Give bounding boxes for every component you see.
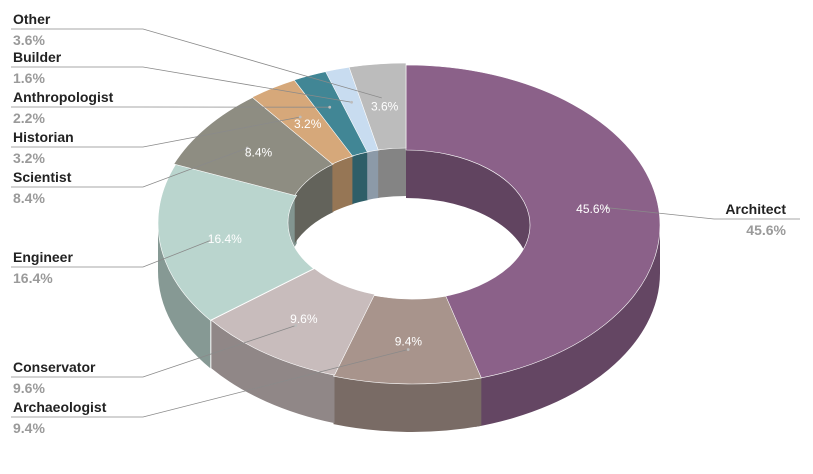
category-label-historian: Historian	[13, 129, 74, 145]
leader-line-other	[11, 28, 384, 99]
inner-wall-other	[378, 148, 406, 198]
leader-line-conservator	[11, 325, 296, 378]
slice-label-scientist: 8.4%	[245, 146, 273, 160]
leader-dot-scientist	[245, 146, 249, 150]
category-label-archaeologist: Archaeologist	[13, 399, 107, 415]
category-label-architect: Architect	[725, 201, 786, 217]
percent-label-historian: 3.2%	[13, 150, 45, 166]
leader-dot-engineer	[209, 238, 213, 242]
percent-label-architect: 45.6%	[746, 222, 786, 238]
slice-label-historian: 3.2%	[294, 117, 322, 131]
percent-label-builder: 1.6%	[13, 70, 45, 86]
slice-other	[348, 62, 407, 151]
percent-label-conservator: 9.6%	[13, 380, 45, 396]
outer-wall-engineer	[158, 223, 211, 369]
leader-dot-builder	[350, 100, 353, 104]
leader-dot-architect	[605, 206, 609, 210]
percent-label-anthropologist: 2.2%	[13, 110, 45, 126]
leader-line-builder	[11, 66, 352, 103]
leader-line-historian	[11, 116, 301, 148]
slice-label-architect: 45.6%	[576, 202, 610, 216]
category-label-engineer: Engineer	[13, 249, 73, 265]
leader-dot-conservator	[294, 324, 298, 327]
chart-walls	[158, 148, 660, 433]
chart-callout-labels: Architect 45.6% Archaeologist 9.4% Conservat…	[13, 11, 787, 436]
category-label-scientist: Scientist	[13, 169, 72, 185]
category-label-other: Other	[13, 11, 51, 27]
leader-line-engineer	[11, 239, 212, 268]
outer-wall-archaeologist	[333, 376, 482, 433]
chart-top-faces	[157, 62, 661, 385]
slice-engineer	[157, 163, 315, 321]
inner-wall-builder	[367, 149, 380, 200]
inner-wall-architect	[406, 150, 530, 273]
category-label-builder: Builder	[13, 49, 62, 65]
outer-wall-conservator	[211, 320, 335, 424]
slice-conservator	[210, 268, 376, 376]
category-label-anthropologist: Anthropologist	[13, 89, 114, 105]
leader-line-architect	[607, 207, 800, 220]
outer-wall-architect	[475, 225, 660, 427]
category-label-conservator: Conservator	[13, 359, 96, 375]
percent-label-engineer: 16.4%	[13, 270, 53, 286]
slice-label-other: 3.6%	[371, 99, 399, 113]
leader-dot-other	[381, 96, 385, 100]
slice-label-engineer: 16.4%	[208, 232, 242, 246]
slice-label-archaeologist: 9.4%	[395, 334, 423, 348]
slice-label-conservator: 9.6%	[290, 312, 318, 326]
chart-slice-labels: 45.6% 9.4% 9.6% 16.4% 8.4% 3.2% 3.6%	[208, 99, 611, 348]
leader-dot-historian	[298, 115, 302, 119]
inner-wall-historian	[332, 155, 354, 213]
slice-archaeologist	[333, 294, 482, 385]
percent-label-archaeologist: 9.4%	[13, 420, 45, 436]
leader-line-scientist	[11, 147, 248, 188]
leader-dot-anthropologist	[328, 105, 332, 109]
leader-dot-archaeologist	[406, 348, 410, 351]
slice-architect	[405, 64, 661, 380]
leader-line-archaeologist	[11, 349, 409, 418]
percent-label-other: 3.6%	[13, 32, 45, 48]
chart-leader-lines	[11, 28, 800, 418]
percent-label-scientist: 8.4%	[13, 190, 45, 206]
inner-wall-anthropologist	[352, 151, 369, 204]
